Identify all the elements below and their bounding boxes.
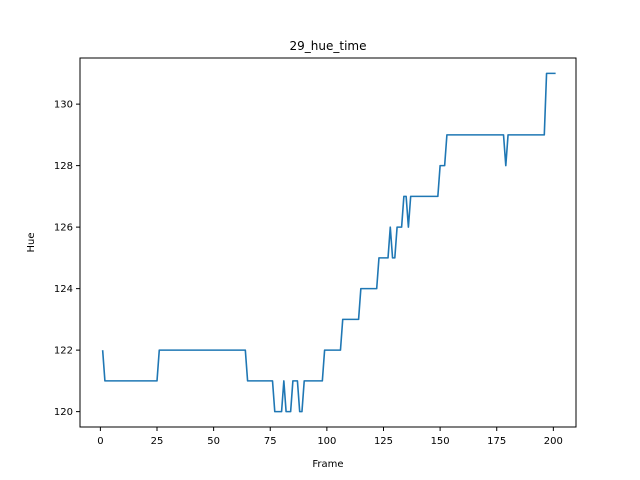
y-tick-label: 120 bbox=[54, 407, 73, 418]
x-tick-label: 175 bbox=[487, 436, 506, 447]
x-tick-label: 150 bbox=[431, 436, 450, 447]
x-tick-label: 50 bbox=[207, 436, 220, 447]
plot-area bbox=[101, 72, 556, 413]
hue-series-line bbox=[101, 72, 556, 413]
chart-title: 29_hue_time bbox=[290, 39, 367, 53]
y-tick-label: 122 bbox=[54, 346, 73, 357]
y-tick-label: 124 bbox=[54, 284, 73, 295]
y-tick-label: 128 bbox=[54, 161, 73, 172]
y-axis-label: Hue bbox=[26, 232, 37, 252]
x-tick-label: 100 bbox=[317, 436, 336, 447]
y-tick-label: 130 bbox=[54, 100, 73, 111]
axis-ticks: 0 25 50 75 100 125 150 175 200 120 122 124 126 128 130 bbox=[54, 100, 563, 447]
x-axis-label: Frame bbox=[312, 459, 343, 470]
x-tick-label: 125 bbox=[374, 436, 393, 447]
x-tick-label: 200 bbox=[544, 436, 563, 447]
x-tick-label: 25 bbox=[151, 436, 164, 447]
x-tick-label: 75 bbox=[264, 436, 277, 447]
x-tick-label: 0 bbox=[97, 436, 103, 447]
y-tick-label: 126 bbox=[54, 223, 73, 234]
plot-frame bbox=[79, 57, 577, 428]
